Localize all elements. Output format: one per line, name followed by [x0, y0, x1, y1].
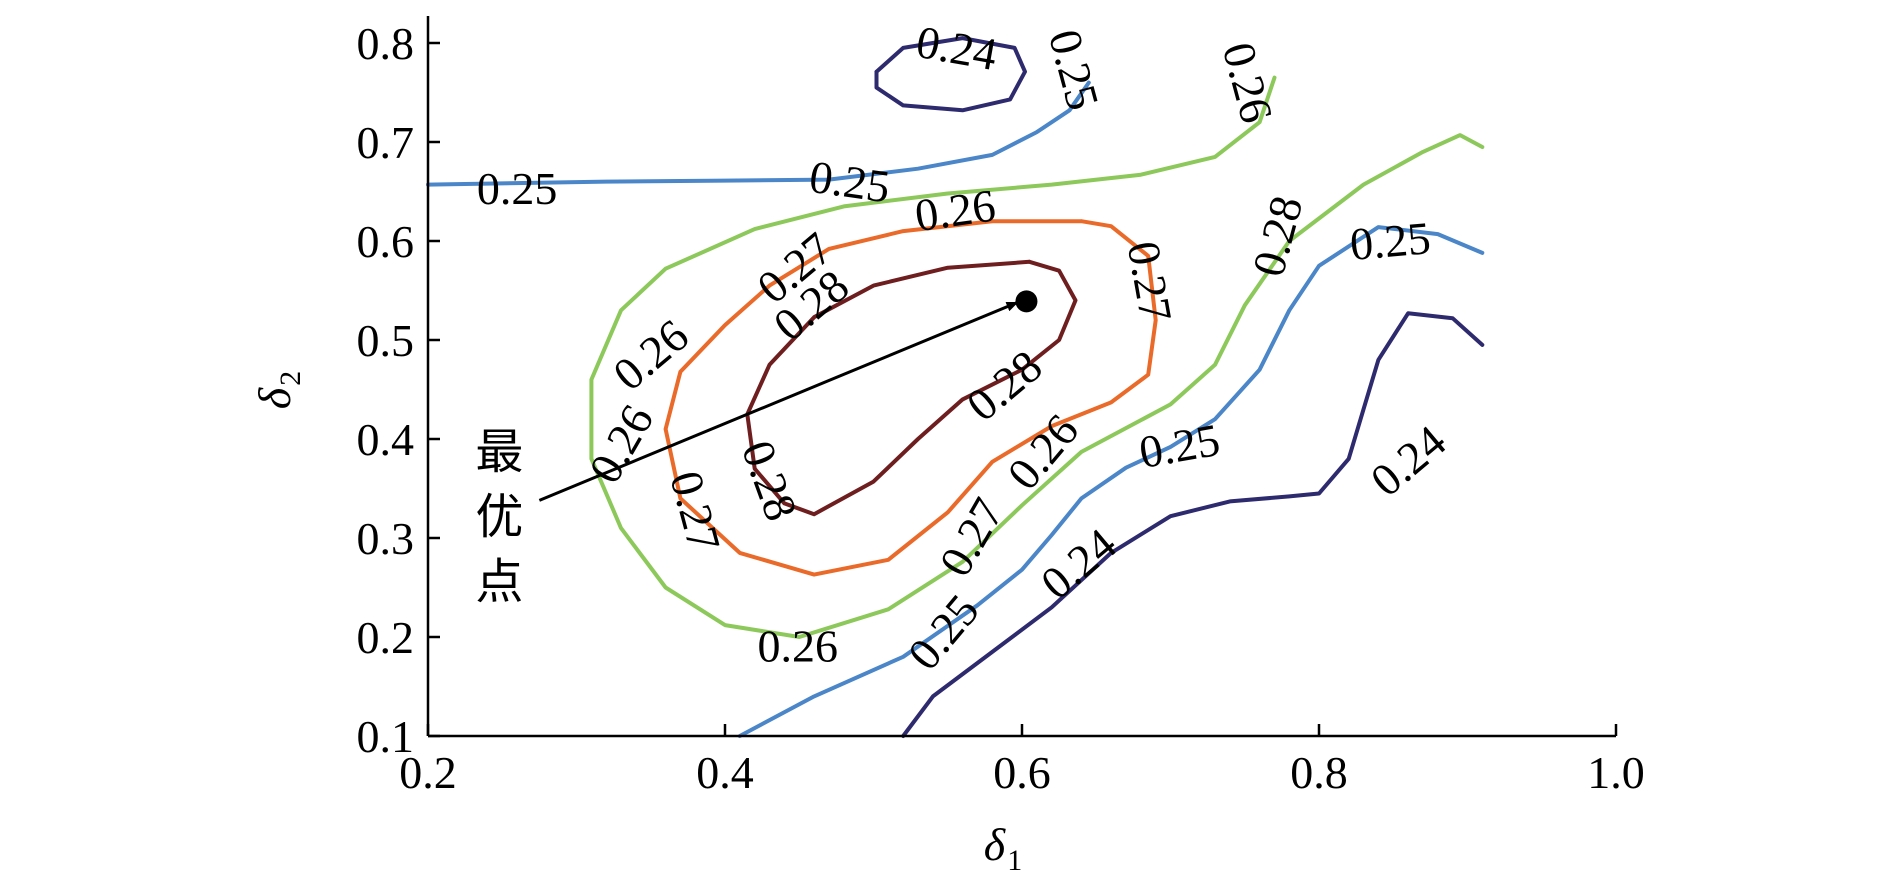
- contour-label: 0.25: [806, 151, 893, 213]
- optimum-label-char: 最: [475, 424, 523, 480]
- contour-label: 0.26: [1213, 37, 1283, 128]
- contour-line-026-4: [589, 75, 1485, 639]
- y-tick-label: 0.3: [357, 513, 415, 564]
- contour-labels: 0.24 0.25 0.260.25 0.25 0.260.270.28 0.270.28…: [477, 16, 1455, 679]
- contour-lines: [426, 36, 1485, 738]
- contour-line-025-3: [737, 225, 1485, 738]
- x-tick-label: 0.2: [399, 747, 457, 798]
- optimum-arrow: [538, 300, 1019, 502]
- contour-label: 0.24: [1361, 415, 1455, 506]
- contour-label: 0.28: [1242, 191, 1312, 282]
- contour-line-027-5: [663, 219, 1158, 577]
- x-axis-title: δ1: [984, 819, 1022, 877]
- contour-line-024-1: [901, 311, 1485, 738]
- contour-label: 0.25: [1135, 414, 1223, 478]
- contour-line-024-0: [874, 36, 1027, 113]
- contour-label: 0.25: [1039, 24, 1109, 115]
- optimum-label-char: 优: [475, 489, 523, 545]
- x-tick-label: 0.6: [993, 747, 1051, 798]
- y-tick-label: 0.5: [357, 315, 415, 366]
- y-tick-label: 0.7: [357, 117, 415, 168]
- x-tick-label: 1.0: [1587, 747, 1645, 798]
- contour-label: 0.25: [1348, 212, 1433, 270]
- y-axis-title: δ2: [249, 371, 307, 409]
- contour-label: 0.24: [913, 16, 1001, 80]
- contour-label: 0.24: [1031, 518, 1125, 609]
- contour-label: 0.26: [912, 179, 999, 241]
- x-tick-label: 0.8: [1290, 747, 1348, 798]
- x-tick-label: 0.4: [696, 747, 754, 798]
- contour-label: 0.25: [477, 163, 558, 214]
- contour-label: 0.27: [929, 489, 1013, 584]
- contour-label: 0.28: [732, 434, 807, 527]
- y-tick-label: 0.4: [357, 414, 415, 465]
- optimum-annotation: 最优点: [475, 290, 1038, 610]
- contour-label: 0.26: [758, 620, 839, 671]
- optimum-point: [1015, 290, 1038, 313]
- axis-ticks: 0.2 0.4 0.6 0.8 1.00.10.20.30.40.50.60.70.8: [357, 18, 1645, 798]
- contour-line-025-2: [426, 80, 1091, 187]
- contour-label: 0.27: [1118, 238, 1182, 326]
- y-tick-label: 0.1: [357, 711, 415, 762]
- contour-line-028-6: [745, 259, 1078, 517]
- contour-label: 0.27: [660, 466, 730, 557]
- y-tick-label: 0.8: [357, 18, 415, 69]
- y-tick-label: 0.2: [357, 612, 415, 663]
- y-tick-label: 0.6: [357, 216, 415, 267]
- optimum-label-char: 点: [475, 554, 523, 610]
